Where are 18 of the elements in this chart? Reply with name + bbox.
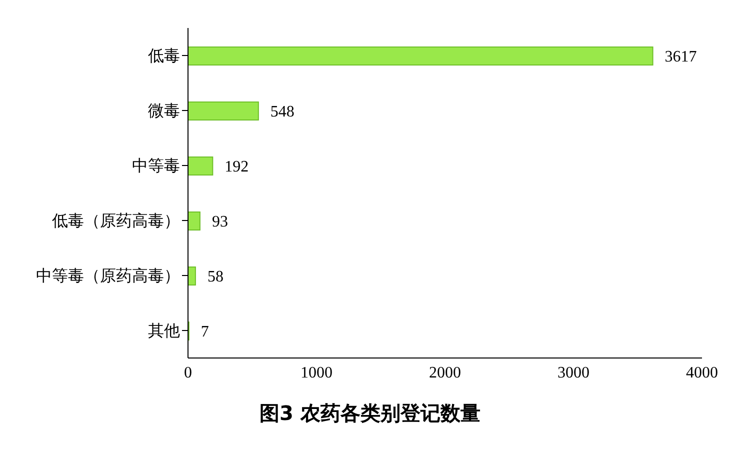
text: 图3 农药各类别登记数量: [258, 400, 482, 427]
x-tick-label: 0: [184, 364, 192, 382]
y-tick-label: 中等毒（原药高毒）: [36, 266, 180, 286]
x-tick-label: 1000: [300, 364, 332, 382]
data-label: 548: [270, 104, 294, 121]
data-label: 93: [212, 214, 228, 231]
y-tick-label: 低毒（原药高毒）: [52, 211, 180, 230]
y-tick-label: 低毒: [148, 46, 180, 66]
x-tick-label: 2000: [429, 364, 461, 382]
x-tick-label: 4000: [686, 364, 718, 382]
data-label: 7: [200, 324, 209, 341]
y-tick-label: 微毒: [148, 101, 180, 120]
data-label: 192: [224, 158, 249, 176]
x-tick-label: 3000: [558, 364, 590, 382]
data-label: 58: [207, 268, 224, 286]
y-tick-label: 中等毒: [132, 156, 180, 176]
data-label: 3617: [664, 48, 697, 66]
y-tick-label: 其他: [148, 321, 180, 340]
